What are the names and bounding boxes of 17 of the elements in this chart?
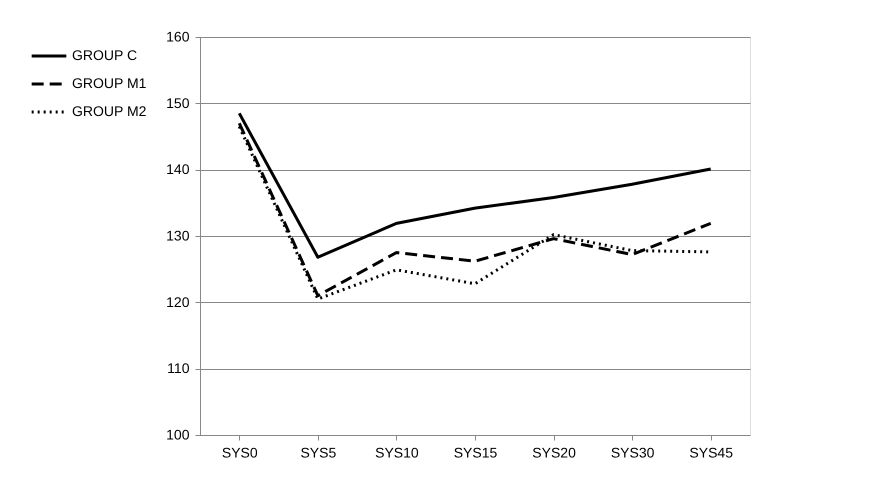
y-tick-label: 140	[166, 161, 190, 178]
legend-label: GROUP C	[72, 47, 138, 63]
legend-label: GROUP M1	[72, 75, 147, 91]
y-tick-label: 160	[166, 28, 190, 44]
y-tick-label: 120	[166, 294, 190, 310]
x-tick-label: SYS5	[300, 444, 336, 460]
y-tick-label: 130	[166, 228, 190, 244]
x-tick-label: SYS0	[222, 444, 258, 460]
x-tick-label: SYS30	[610, 444, 655, 460]
x-tick-label: SYS45	[689, 444, 734, 460]
y-tick-label: 100	[166, 426, 190, 442]
x-tick-label: SYS20	[532, 444, 576, 460]
x-tick-label: SYS15	[454, 444, 498, 460]
x-tick-label: SYS10	[375, 444, 419, 460]
legend-label: GROUP M2	[72, 103, 147, 119]
y-tick-label: 110	[167, 360, 190, 376]
y-tick-label: 150	[166, 94, 190, 111]
